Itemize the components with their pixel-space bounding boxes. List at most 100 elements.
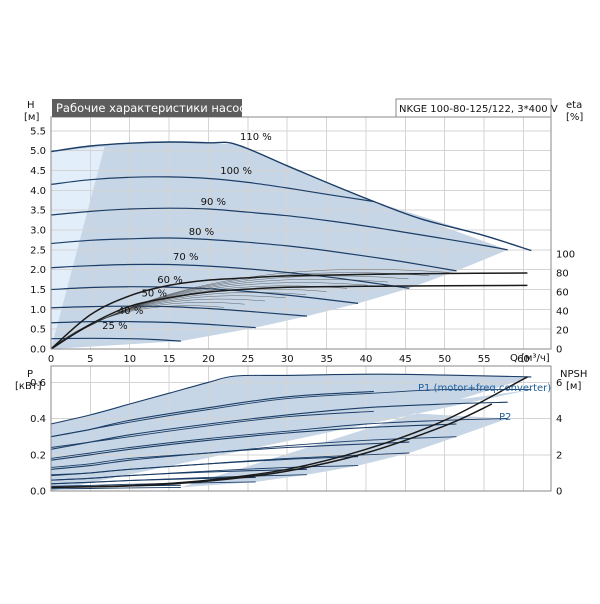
speed-label: 110 %: [240, 132, 272, 143]
head-tick-label: 2.0: [30, 265, 46, 276]
head-tick-label: 0.5: [30, 325, 46, 336]
p1-label: P1 (motor+freq.converter): [418, 383, 551, 394]
flow-tick-label: 45: [399, 354, 412, 365]
flow-tick-label: 5: [87, 354, 93, 365]
flow-tick-label: 50: [438, 354, 451, 365]
npsh-axis-unit: [м]: [566, 381, 581, 392]
power-npsh-panel: P [кВт] NPSH [м] P1 (motor+freq.converte…: [15, 365, 587, 498]
head-curve: [50, 176, 374, 203]
eta-tick-label: 80: [556, 269, 569, 280]
model-box: [395, 98, 552, 118]
p2-label: P2: [499, 412, 511, 423]
efficiency-curve: [50, 284, 528, 350]
flow-ticks: 0 5 10 15 20 25 30 35 40 45 50 55 60: [48, 354, 530, 365]
head-tick-label: 1.0: [30, 305, 46, 316]
speed-label: 80 %: [189, 227, 214, 238]
eta-axis-label: eta: [566, 100, 582, 111]
flow-tick-label: 0: [48, 354, 54, 365]
npsh-tick-label: 6: [556, 378, 562, 389]
system-curve: [50, 269, 450, 350]
p2-curve: [50, 452, 410, 476]
head-tick-label: 1.5: [30, 285, 46, 296]
flow-tick-label: 10: [123, 354, 136, 365]
speed-label: 90 %: [201, 197, 226, 208]
speed-label: 70 %: [173, 252, 198, 263]
head-ticks: 0.0 0.5 1.0 1.5 2.0 2.5 3.0 3.5 4.0 4.5 5.0 5.5: [30, 126, 46, 355]
title-bar: [52, 99, 242, 117]
eta-tick-label: 60: [556, 288, 569, 299]
head-curve: [50, 263, 410, 289]
power-ticks: 0.0 0.2 0.4 0.6: [30, 378, 46, 498]
chart-title: Рабочие характеристики насоса: [56, 101, 253, 115]
p2-curve: [50, 481, 256, 487]
p2-curve: [50, 410, 374, 448]
npsh-tick-label: 2: [556, 450, 562, 461]
head-axis-label: H: [27, 100, 35, 111]
power-axis-unit: [кВт]: [15, 381, 42, 392]
power-tick-label: 0.4: [30, 414, 46, 425]
power-tick-label: 0.2: [30, 450, 46, 461]
p1-curve: [50, 373, 532, 425]
pump-model: NKGE 100-80-125/122, 3*400 V: [399, 104, 558, 115]
operating-area: [51, 142, 532, 349]
npsh-tick-label: 0: [556, 487, 562, 498]
head-curve: [50, 337, 181, 342]
flow-tick-label: 55: [478, 354, 491, 365]
efficiency-curve: [50, 272, 528, 350]
flow-tick-label: 60: [517, 354, 530, 365]
npsh-axis-label: NPSH: [560, 369, 587, 380]
p2-curve: [50, 436, 457, 468]
power-tick-label: 0.0: [30, 487, 46, 498]
p1-curve: [50, 423, 457, 461]
speed-labels: 110 % 100 % 90 % 80 % 70 % 60 % 50 % 40 % 25 %: [102, 132, 272, 332]
speed-label: 100 %: [220, 166, 252, 177]
p2-curve: [50, 418, 508, 459]
head-curve: [50, 305, 307, 317]
eta-tick-label: 20: [556, 326, 569, 337]
speed-label: 25 %: [102, 321, 127, 332]
npsh-curve: [50, 403, 493, 489]
head-curve: [50, 237, 457, 272]
eta-tick-label: 100: [556, 250, 575, 261]
flow-tick-label: 20: [202, 354, 215, 365]
eta-axis-unit: [%]: [566, 112, 583, 123]
head-tick-label: 4.5: [30, 166, 46, 177]
power-panel-frame: [50, 365, 552, 492]
eta-tick-label: 40: [556, 307, 569, 318]
flow-axis-unit: [м³/ч]: [521, 353, 550, 364]
flow-tick-label: 25: [241, 354, 254, 365]
head-tick-label: 5.5: [30, 126, 46, 137]
npsh-curves: [50, 376, 528, 489]
npsh-ticks: 0 2 4 6: [556, 378, 562, 498]
head-tick-label: 4.0: [30, 186, 46, 197]
head-curve: [50, 320, 256, 329]
npsh-tick-label: 4: [556, 414, 562, 425]
flow-tick-label: 40: [360, 354, 373, 365]
power-tick-label: 0.6: [30, 378, 46, 389]
eta-tick-label: 0: [556, 345, 562, 356]
head-tick-label: 0.0: [30, 345, 46, 356]
head-curve: [50, 286, 359, 304]
head-axis-unit: [м]: [24, 112, 39, 123]
head-curve: [50, 207, 508, 251]
p2-curve: [50, 486, 181, 490]
p2-curve: [50, 388, 532, 438]
head-tick-label: 3.5: [30, 206, 46, 217]
speed-label: 40 %: [118, 306, 143, 317]
flow-tick-label: 15: [163, 354, 176, 365]
low-flow-area: [51, 146, 105, 349]
head-tick-label: 3.0: [30, 226, 46, 237]
head-tick-label: 2.5: [30, 245, 46, 256]
head-efficiency-panel: 110 % 100 % 90 % 80 % 70 % 60 % 50 % 40 % 25 % Р…: [24, 98, 583, 365]
speed-label: 50 %: [142, 289, 167, 300]
flow-tick-label: 35: [320, 354, 333, 365]
eta-ticks: 0 20 40 60 80 100: [556, 250, 575, 356]
speed-label: 60 %: [157, 275, 182, 286]
head-panel-frame: [50, 116, 552, 350]
head-tick-label: 5.0: [30, 146, 46, 157]
head-grid: [50, 117, 551, 350]
efficiency-curves: [50, 269, 528, 350]
flow-axis-label: Q: [510, 353, 518, 364]
